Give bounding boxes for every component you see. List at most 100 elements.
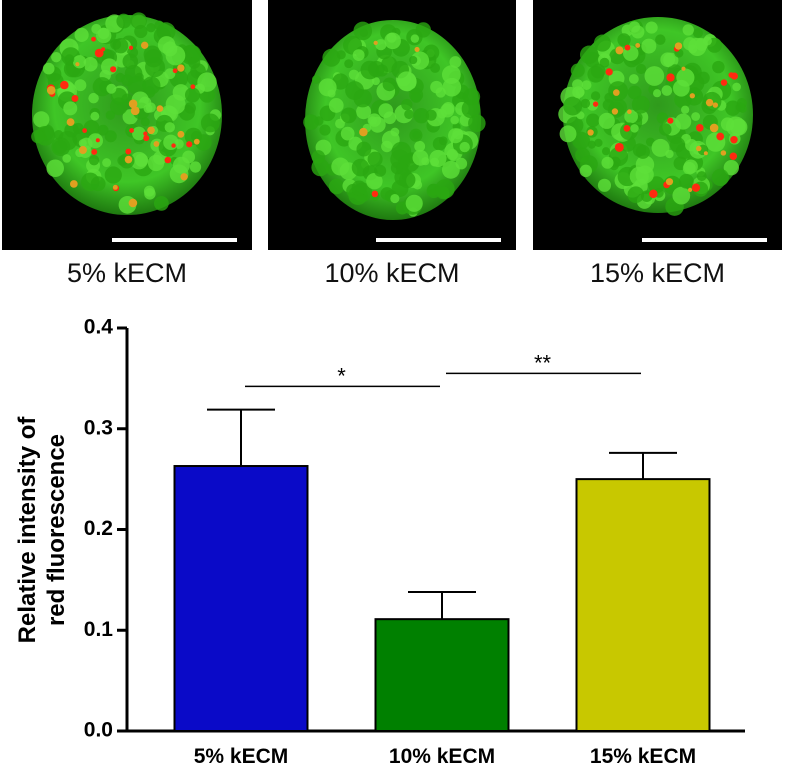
scale-bar: [376, 238, 501, 242]
red-cell: [688, 187, 693, 192]
cell: [641, 38, 657, 54]
red-cell: [728, 72, 735, 78]
red-cell: [91, 36, 96, 42]
cell: [140, 117, 150, 127]
cell: [405, 194, 423, 212]
cell: [359, 28, 369, 37]
cell: [130, 12, 147, 29]
cell: [311, 150, 326, 164]
red-cell: [667, 117, 674, 124]
cell: [113, 38, 129, 54]
cell: [163, 134, 179, 151]
cell: [631, 95, 650, 114]
cell: [134, 153, 149, 167]
cell: [104, 166, 122, 184]
bar-chart: 0.0 0.1 0.2 0.3 0.4 Relative intensity of red …: [14, 316, 745, 768]
cell: [51, 137, 71, 157]
red-cell: [171, 143, 176, 148]
cell: [725, 116, 746, 137]
cell: [344, 59, 354, 69]
cell: [78, 139, 87, 148]
cell: [590, 63, 606, 79]
red-cell: [730, 136, 738, 144]
cell: [340, 126, 355, 141]
cell: [390, 127, 400, 137]
red-cell: [587, 129, 594, 136]
cell: [630, 124, 639, 133]
red-cell: [674, 42, 683, 50]
cell: [581, 80, 592, 90]
cell: [410, 51, 430, 70]
cell: [92, 77, 112, 97]
cell: [430, 63, 441, 73]
cell: [661, 85, 673, 96]
cell: [367, 151, 383, 167]
cell: [446, 148, 459, 161]
red-cell: [729, 152, 738, 160]
cell: [396, 71, 417, 92]
cell: [651, 138, 670, 157]
cell: [437, 108, 448, 119]
red-cell: [696, 124, 704, 132]
cell: [461, 99, 481, 119]
cell: [303, 114, 319, 131]
red-cell: [125, 148, 132, 155]
cell: [368, 116, 378, 125]
cell: [399, 171, 416, 189]
cell: [602, 99, 615, 111]
cell: [157, 36, 176, 54]
cell: [368, 60, 385, 78]
cell: [132, 126, 146, 141]
cell: [106, 83, 117, 94]
cell: [336, 50, 346, 60]
cell: [409, 55, 418, 65]
red-cell: [153, 141, 160, 147]
cell: [590, 91, 601, 101]
y-axis-label: red fluorescence: [43, 434, 70, 626]
cell: [559, 125, 577, 143]
cell: [327, 89, 336, 98]
cell: [322, 48, 341, 67]
cell: [696, 171, 707, 182]
cell: [450, 115, 459, 125]
cell: [723, 160, 740, 176]
cell: [665, 149, 674, 159]
cell: [46, 159, 64, 178]
cell: [645, 21, 658, 34]
cell: [672, 186, 691, 205]
cell: [685, 138, 698, 152]
cell: [352, 49, 365, 62]
image-label: 10% kECM: [324, 258, 459, 288]
red-cell: [691, 183, 701, 192]
red-cell: [371, 190, 379, 198]
red-cell: [75, 62, 80, 67]
cell: [88, 92, 99, 104]
cell: [672, 79, 690, 97]
cell: [311, 75, 321, 84]
cell: [102, 158, 112, 168]
cell: [401, 99, 413, 111]
x-tick-label: 15% kECM: [590, 745, 696, 768]
cell: [635, 63, 647, 75]
cell: [601, 156, 614, 169]
cell: [441, 160, 460, 179]
cell: [74, 79, 87, 92]
cell: [164, 122, 175, 133]
red-cell: [128, 99, 138, 109]
cell: [83, 120, 100, 136]
cell: [711, 168, 729, 187]
y-axis-label: Relative intensity of: [14, 416, 41, 644]
cell: [575, 147, 591, 163]
cell: [33, 111, 50, 128]
cell: [412, 149, 429, 166]
cell: [97, 27, 110, 40]
cell: [116, 13, 132, 29]
red-cell: [186, 141, 193, 148]
cell: [382, 77, 397, 92]
cell: [409, 128, 423, 142]
cell: [147, 154, 165, 172]
cell: [340, 107, 357, 124]
cell: [678, 173, 694, 189]
red-cell: [681, 66, 686, 71]
red-cell: [614, 142, 624, 152]
